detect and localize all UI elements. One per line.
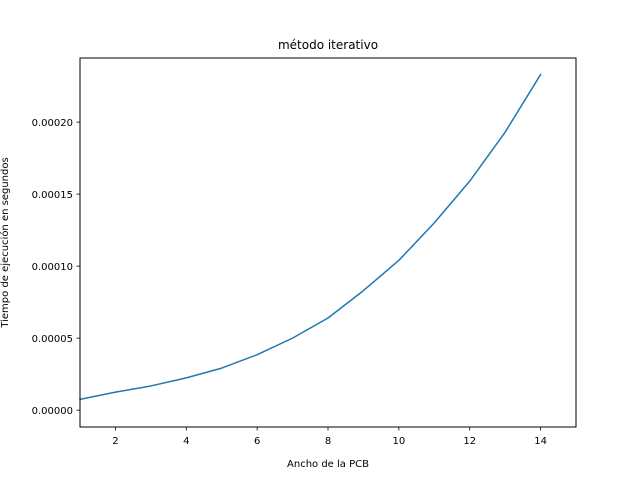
y-tick-label: 0.00005: [32, 334, 73, 345]
y-tick-label: 0.00020: [32, 118, 73, 129]
chart-title: método iterativo: [278, 38, 378, 52]
plot-lines: [79, 73, 542, 401]
x-tick-label: 8: [325, 436, 331, 447]
y-tick-label: 0.00000: [32, 406, 73, 417]
x-tick-label: 6: [254, 436, 260, 447]
x-tick-label: 14: [534, 436, 547, 447]
x-tick-label: 4: [183, 436, 189, 447]
y-axis-title: Tiempo de ejecución en segundos: [0, 157, 11, 328]
y-axis: 0.00000 0.00005 0.00010 0.00015 0.00020: [32, 118, 80, 417]
y-tick-label: 0.00010: [32, 262, 73, 273]
x-tick-label: 10: [392, 436, 405, 447]
x-tick-label: 12: [463, 436, 476, 447]
x-axis-title: Ancho de la PCB: [287, 459, 369, 470]
x-tick-label: 2: [112, 436, 118, 447]
series-line-0: [79, 73, 542, 401]
x-axis: 2 4 6 8 10 12 14: [112, 427, 547, 447]
plot-area: [80, 58, 576, 427]
y-tick-label: 0.00015: [32, 190, 73, 201]
plot-frame: [79, 57, 577, 428]
